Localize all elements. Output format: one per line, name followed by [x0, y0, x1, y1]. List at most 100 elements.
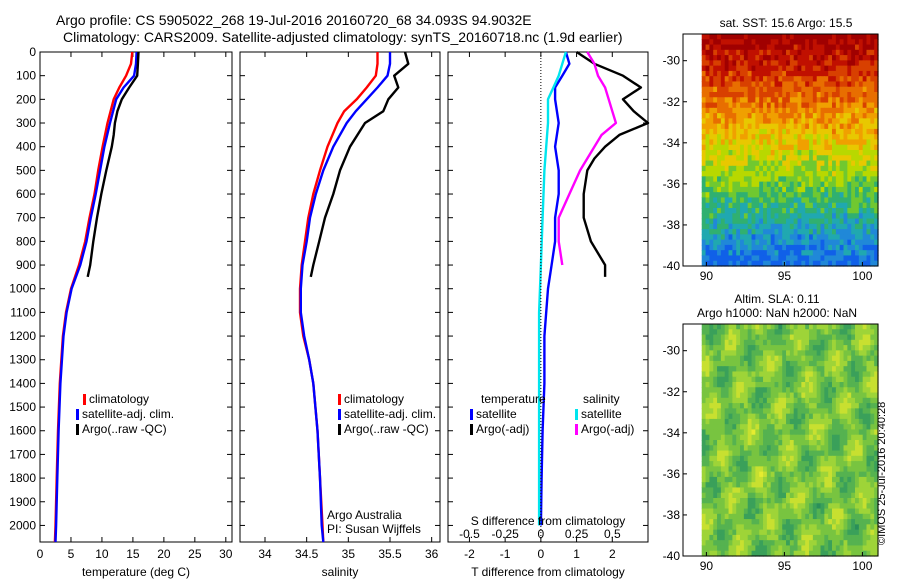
map-cell: [705, 208, 710, 214]
map-cell: [824, 134, 829, 141]
map-cell: [874, 223, 879, 230]
map-cell: [728, 150, 733, 156]
map-cell: [701, 450, 707, 457]
map-cell: [705, 134, 710, 141]
map-cell: [743, 208, 749, 214]
map-cell: [862, 418, 868, 425]
map-cell: [812, 550, 818, 557]
map-cell: [736, 408, 741, 415]
map-cell: [797, 476, 802, 483]
x-tick-label: 35: [342, 547, 356, 561]
map-cell: [816, 128, 822, 135]
map-cell: [755, 397, 760, 404]
map-cell: [713, 550, 718, 557]
map-cell: [793, 482, 799, 489]
map-cell: [797, 466, 802, 473]
map-cell: [736, 55, 741, 61]
map-cell: [816, 113, 822, 119]
map-cell: [774, 492, 779, 499]
map-cell: [847, 118, 852, 125]
map-cell: [759, 223, 764, 230]
map-cell: [843, 102, 848, 109]
map-cell: [717, 197, 722, 204]
map-cell: [709, 202, 714, 209]
map-cell: [839, 55, 845, 61]
map-cell: [763, 471, 768, 478]
map-cell: [832, 260, 837, 267]
map-cell: [832, 244, 837, 251]
map-cell: [870, 97, 875, 104]
map-cell: [713, 192, 718, 199]
map-cell: [770, 324, 776, 330]
map-cell: [736, 524, 741, 531]
map-cell: [713, 97, 718, 104]
map-cell: [828, 113, 833, 119]
map-cell: [786, 92, 791, 98]
map-cell: [720, 445, 726, 452]
map-cell: [805, 260, 810, 267]
map-cell: [832, 471, 837, 478]
map-cell: [770, 218, 776, 225]
map-cell: [755, 107, 760, 114]
map-cell: [766, 208, 772, 214]
map-cell: [724, 186, 730, 193]
map-cell: [789, 466, 795, 473]
map-y-tick-label: -40: [663, 259, 681, 273]
map-cell: [740, 44, 745, 51]
map-cell: [820, 239, 825, 246]
map-cell: [724, 49, 730, 56]
map-cell: [801, 213, 806, 220]
map-cell: [713, 519, 718, 525]
map-cell: [755, 513, 760, 520]
map-cell: [862, 197, 868, 204]
map-cell: [778, 55, 783, 61]
map-cell: [801, 540, 806, 547]
map-cell: [793, 76, 799, 83]
map-cell: [713, 239, 718, 246]
map-cell: [751, 102, 756, 109]
map-cell: [720, 329, 726, 336]
map-cell: [866, 239, 871, 246]
map-cell: [720, 202, 726, 209]
map-cell: [797, 70, 802, 77]
map-cell: [855, 524, 860, 531]
map-cell: [835, 97, 841, 104]
map-cell: [789, 176, 795, 183]
map-cell: [786, 139, 791, 146]
map-cell: [832, 255, 837, 262]
map-cell: [720, 487, 726, 494]
legend-heading-salinity: salinity: [583, 392, 620, 406]
map-cell: [809, 519, 814, 525]
map-cell: [801, 387, 806, 394]
map-cell: [778, 218, 783, 225]
map-cell: [809, 208, 814, 214]
map-cell: [705, 97, 710, 104]
map-cell: [843, 350, 848, 357]
map-cell: [786, 355, 791, 362]
map-cell: [701, 376, 707, 383]
map-cell: [835, 171, 841, 177]
map-cell: [763, 181, 768, 188]
map-cell: [835, 445, 841, 452]
map-cell: [701, 476, 707, 483]
map-cell: [858, 107, 864, 114]
map-cell: [701, 429, 707, 436]
map-cell: [709, 413, 714, 420]
map-cell: [701, 97, 707, 104]
map-cell: [858, 192, 864, 199]
map-cell: [809, 371, 814, 378]
map-cell: [755, 76, 760, 83]
map-cell: [736, 455, 741, 462]
map-cell: [835, 229, 841, 235]
map-cell: [866, 144, 871, 151]
map-cell: [740, 49, 745, 56]
map-cell: [839, 255, 845, 262]
map-cell: [732, 366, 737, 373]
map-cell: [786, 413, 791, 420]
map-cell: [701, 250, 707, 257]
map-cell: [855, 418, 860, 425]
map-cell: [820, 34, 825, 40]
map-cell: [858, 81, 864, 88]
map-cell: [740, 134, 745, 141]
map-cell: [736, 424, 741, 431]
